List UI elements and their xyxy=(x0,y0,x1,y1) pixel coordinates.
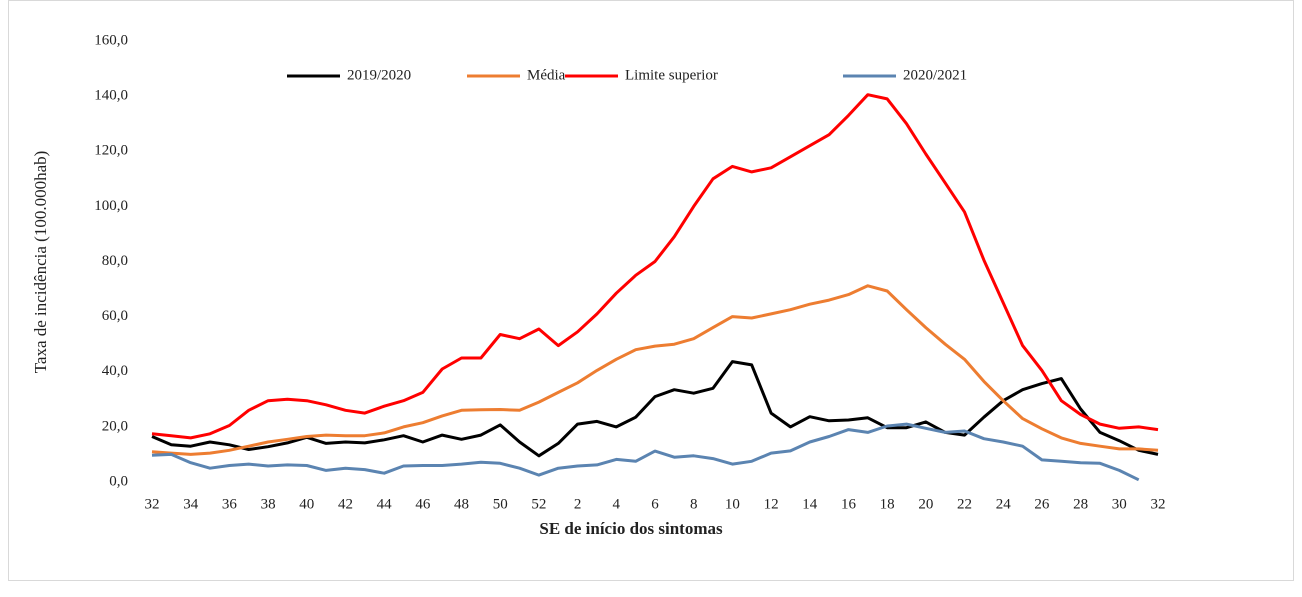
y-tick-label: 160,0 xyxy=(94,32,128,48)
x-tick-label: 10 xyxy=(725,496,740,512)
x-tick-label: 2 xyxy=(574,496,582,512)
x-tick-label: 26 xyxy=(1034,496,1050,512)
chart-frame xyxy=(8,0,1294,581)
x-tick-label: 24 xyxy=(996,496,1012,512)
x-tick-label: 16 xyxy=(841,496,857,512)
x-tick-label: 4 xyxy=(613,496,621,512)
y-tick-label: 40,0 xyxy=(102,363,128,379)
legend-label: Limite superior xyxy=(625,67,718,83)
x-tick-label: 32 xyxy=(145,496,160,512)
y-tick-label: 20,0 xyxy=(102,418,128,434)
x-tick-label: 44 xyxy=(377,496,393,512)
x-tick-label: 52 xyxy=(531,496,546,512)
x-tick-label: 6 xyxy=(651,496,659,512)
x-tick-label: 40 xyxy=(299,496,314,512)
x-tick-label: 20 xyxy=(918,496,933,512)
series-line xyxy=(151,360,1159,458)
x-tick-label: 50 xyxy=(493,496,508,512)
y-axis-title: Taxa de incidência (100.000hab) xyxy=(31,151,50,374)
x-tick-label: 48 xyxy=(454,496,469,512)
y-tick-label: 120,0 xyxy=(94,143,128,159)
legend-label: 2020/2021 xyxy=(903,67,967,83)
x-tick-label: 18 xyxy=(880,496,895,512)
x-tick-label: 12 xyxy=(764,496,779,512)
series-line xyxy=(151,422,1140,482)
x-tick-label: 34 xyxy=(183,496,199,512)
x-tick-label: 32 xyxy=(1151,496,1166,512)
legend-label: Média xyxy=(527,67,566,83)
x-tick-label: 22 xyxy=(957,496,972,512)
x-tick-label: 38 xyxy=(261,496,276,512)
x-tick-label: 8 xyxy=(690,496,698,512)
x-tick-label: 30 xyxy=(1112,496,1127,512)
x-tick-label: 36 xyxy=(222,496,238,512)
x-tick-label: 28 xyxy=(1073,496,1088,512)
series-line xyxy=(151,93,1159,440)
y-tick-label: 80,0 xyxy=(102,253,128,269)
y-tick-label: 140,0 xyxy=(94,88,128,104)
x-axis-title: SE de início dos sintomas xyxy=(539,519,723,538)
x-tick-label: 46 xyxy=(415,496,431,512)
series-line xyxy=(151,284,1159,456)
y-tick-label: 0,0 xyxy=(109,473,128,489)
legend-label: 2019/2020 xyxy=(347,67,411,83)
x-tick-label: 42 xyxy=(338,496,353,512)
y-tick-label: 100,0 xyxy=(94,198,128,214)
x-tick-label: 14 xyxy=(802,496,818,512)
y-tick-label: 60,0 xyxy=(102,308,128,324)
